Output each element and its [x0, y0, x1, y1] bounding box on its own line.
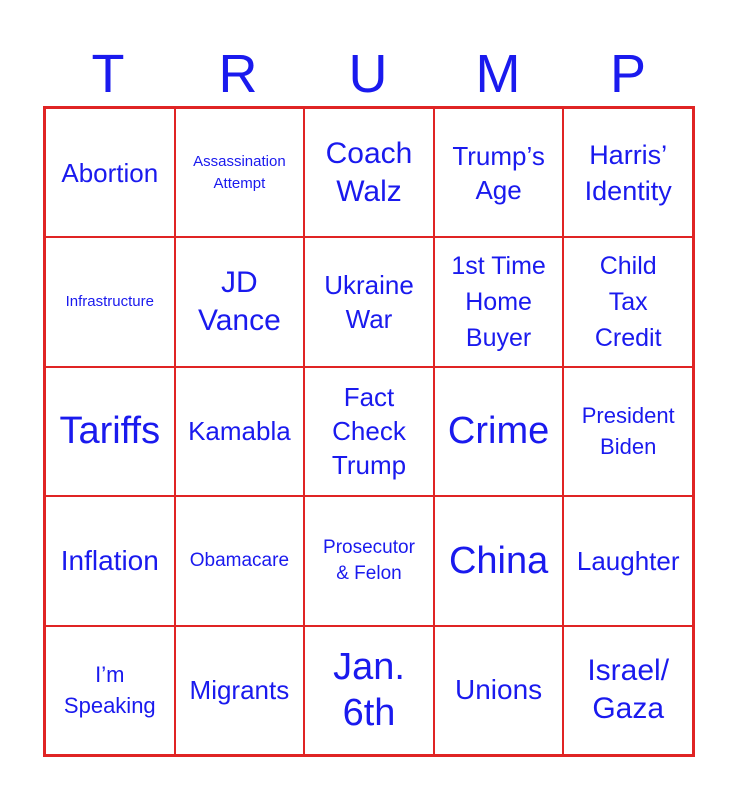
bingo-cell-r5c3[interactable]: Jan. 6th	[304, 625, 434, 755]
bingo-cell-r2c2[interactable]: JD Vance	[174, 237, 305, 367]
bingo-cell-r3c4[interactable]: Crime	[433, 366, 564, 497]
bingo-cell-r5c4[interactable]: Unions	[433, 625, 564, 755]
bingo-header: T R U M P	[43, 42, 693, 106]
bingo-cell-r3c1[interactable]: Tariffs	[45, 366, 175, 497]
bingo-cell-r3c3[interactable]: Fact Check Trump	[304, 366, 434, 497]
bingo-cell-r2c4[interactable]: 1st Time Home Buyer	[433, 237, 564, 367]
bingo-cell-r5c2[interactable]: Migrants	[174, 625, 305, 755]
bingo-cell-r4c5[interactable]: Laughter	[563, 496, 693, 626]
header-letter-t: T	[91, 44, 125, 104]
bingo-cell-r1c4[interactable]: Trump’s Age	[433, 108, 564, 238]
bingo-cell-r5c1[interactable]: I’m Speaking	[45, 625, 175, 755]
bingo-cell-r2c3[interactable]: Ukraine War	[304, 237, 434, 367]
bingo-cell-r4c1[interactable]: Inflation	[45, 496, 175, 626]
header-letter-u: U	[348, 44, 388, 104]
bingo-cell-r1c5[interactable]: Harris’ Identity	[563, 108, 693, 238]
bingo-cell-r5c5[interactable]: Israel/ Gaza	[563, 625, 693, 755]
bingo-cell-r2c5[interactable]: Child Tax Credit	[563, 237, 693, 367]
bingo-cell-r4c3[interactable]: Prosecutor & Felon	[304, 496, 434, 626]
bingo-cell-r1c2[interactable]: Assassination Attempt	[174, 108, 305, 238]
bingo-cell-r1c3[interactable]: Coach Walz	[304, 108, 434, 238]
bingo-board: Abortion Assassination Attempt Coach Wal…	[43, 106, 695, 757]
bingo-cell-r4c4[interactable]: China	[433, 496, 564, 626]
header-letter-r: R	[218, 44, 258, 104]
bingo-cell-r2c1[interactable]: Infrastructure	[45, 237, 175, 367]
bingo-cell-r1c1[interactable]: Abortion	[45, 108, 175, 238]
header-letter-m: M	[475, 44, 521, 104]
bingo-cell-r3c5[interactable]: President Biden	[563, 366, 693, 497]
bingo-cell-r3c2[interactable]: Kamabla	[174, 366, 305, 497]
header-letter-p: P	[609, 44, 647, 104]
bingo-cell-r4c2[interactable]: Obamacare	[174, 496, 305, 626]
